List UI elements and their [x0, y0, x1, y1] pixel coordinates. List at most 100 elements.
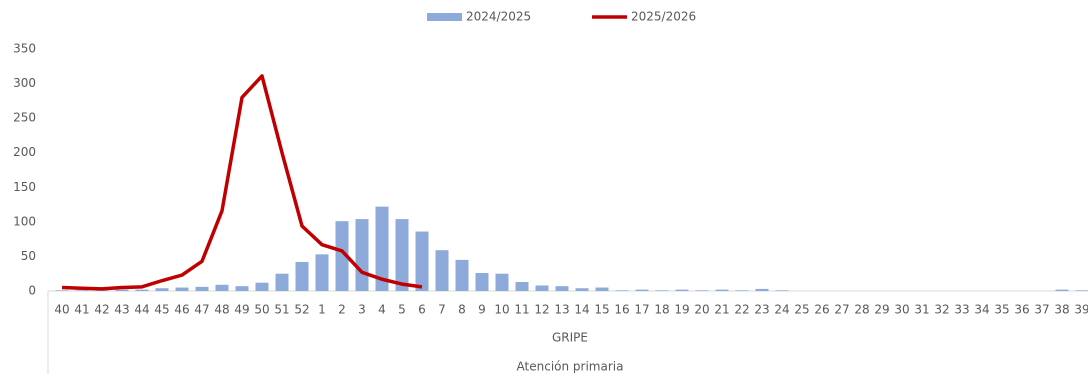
- x-tick-label: 17: [634, 303, 649, 317]
- bar: [215, 284, 229, 291]
- bar: [235, 286, 249, 291]
- bar: [655, 290, 669, 291]
- bar: [155, 288, 169, 291]
- x-tick-label: 40: [54, 303, 69, 317]
- x-tick-label: 2: [338, 303, 346, 317]
- x-tick-label: 33: [954, 303, 969, 317]
- x-tick-label: 21: [714, 303, 729, 317]
- x-tick-label: 23: [754, 303, 769, 317]
- x-tick-label: 1: [318, 303, 326, 317]
- bar: [735, 290, 749, 291]
- x-tick-label: 10: [494, 303, 509, 317]
- x-tick-label: 15: [594, 303, 609, 317]
- bar: [615, 290, 629, 291]
- x-tick-label: 18: [654, 303, 669, 317]
- bar: [495, 273, 509, 291]
- x-tick-label: 5: [398, 303, 406, 317]
- bar: [675, 289, 689, 291]
- bar: [175, 287, 189, 291]
- x-tick-label: 3: [358, 303, 366, 317]
- bar: [775, 290, 789, 291]
- x-tick-label: 44: [134, 303, 149, 317]
- x-tick-label: 34: [974, 303, 989, 317]
- y-tick-label: 0: [28, 284, 36, 298]
- x-tick-label: 13: [554, 303, 569, 317]
- bar: [375, 206, 389, 291]
- x-tick-label: 42: [94, 303, 109, 317]
- x-tick-label: 49: [234, 303, 249, 317]
- y-tick-label: 200: [13, 145, 36, 159]
- x-tick-label: 12: [534, 303, 549, 317]
- x-tick-label: 39: [1074, 303, 1088, 317]
- bar: [275, 273, 289, 291]
- x-tick-label: 8: [458, 303, 466, 317]
- legend-swatch: [427, 13, 462, 21]
- bar: [555, 286, 569, 291]
- x-tick-label: 27: [834, 303, 849, 317]
- y-tick-label: 350: [13, 42, 36, 56]
- x-tick-label: 31: [914, 303, 929, 317]
- bar: [435, 250, 449, 291]
- bar: [595, 287, 609, 291]
- line: [61, 74, 423, 291]
- x-tick-label: 16: [614, 303, 629, 317]
- bar: [315, 254, 329, 291]
- y-tick-label: 100: [13, 214, 36, 228]
- bar: [195, 286, 209, 291]
- x-tick-label: 4: [378, 303, 386, 317]
- x-tick-label: 51: [274, 303, 289, 317]
- bar: [695, 290, 709, 291]
- x-tick-label: 25: [794, 303, 809, 317]
- x-tick-label: 29: [874, 303, 889, 317]
- x-tick-label: 43: [114, 303, 129, 317]
- bar: [75, 290, 89, 291]
- x-tick-label: 20: [694, 303, 709, 317]
- x-tick-label: 26: [814, 303, 829, 317]
- x-tick-label: 47: [194, 303, 209, 317]
- x-group-label: GRIPE: [552, 331, 588, 345]
- bar: [55, 290, 69, 291]
- legend-label: 2025/2026: [631, 10, 696, 24]
- x-tick-label: 22: [734, 303, 749, 317]
- x-tick-label: 45: [154, 303, 169, 317]
- bar: [355, 219, 369, 291]
- bar: [1075, 290, 1088, 291]
- x-tick-label: 14: [574, 303, 589, 317]
- x-tick-label: 11: [514, 303, 529, 317]
- x-tick-label: 46: [174, 303, 189, 317]
- bar: [515, 282, 529, 291]
- bar: [415, 231, 429, 291]
- bar: [135, 289, 149, 291]
- x-tick-label: 36: [1014, 303, 1029, 317]
- bar: [455, 259, 469, 291]
- bar: [715, 289, 729, 291]
- x-tick-label: 7: [438, 303, 446, 317]
- bar: [295, 261, 309, 291]
- bar: [1055, 289, 1069, 291]
- bar: [395, 219, 409, 291]
- x-tick-label: 38: [1054, 303, 1069, 317]
- x-tick-label: 19: [674, 303, 689, 317]
- x-tick-label: 50: [254, 303, 269, 317]
- bar: [535, 285, 549, 291]
- y-tick-label: 250: [13, 111, 36, 125]
- bar: [635, 289, 649, 291]
- x-tick-label: 41: [74, 303, 89, 317]
- x-tick-label: 24: [774, 303, 789, 317]
- legend-label: 2024/2025: [466, 10, 531, 24]
- bar: [755, 288, 769, 291]
- x-tick-label: 30: [894, 303, 909, 317]
- x-tick-label: 9: [478, 303, 486, 317]
- y-tick-label: 300: [13, 76, 36, 90]
- bar: [115, 289, 129, 291]
- x-tick-label: 35: [994, 303, 1009, 317]
- x-tick-label: 28: [854, 303, 869, 317]
- x-tick-label: 48: [214, 303, 229, 317]
- y-tick-label: 50: [21, 249, 36, 263]
- x-tick-label: 6: [418, 303, 426, 317]
- x-tick-label: 32: [934, 303, 949, 317]
- y-tick-label: 150: [13, 180, 36, 194]
- x-group-label: Atención primaria: [517, 360, 624, 374]
- bar: [335, 221, 349, 291]
